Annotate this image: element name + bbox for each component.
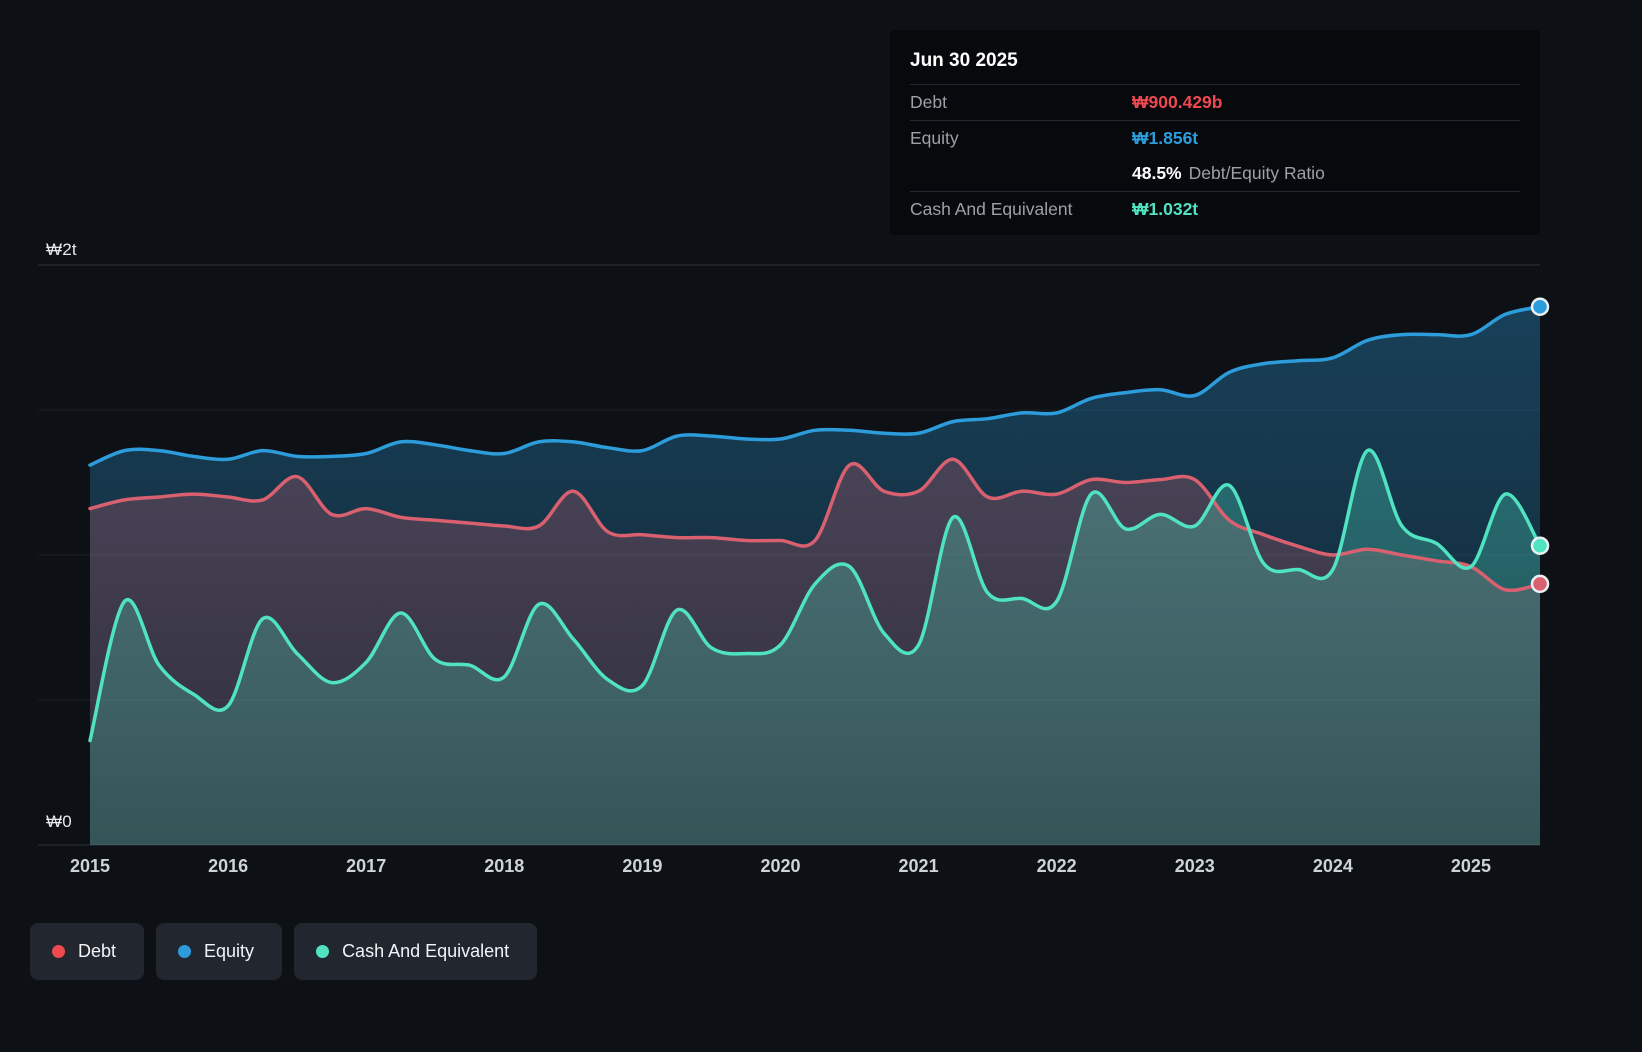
tooltip-debt-label: Debt	[910, 92, 947, 112]
x-tick-2025: 2025	[1450, 856, 1491, 876]
cash-legend-dot	[316, 945, 330, 958]
x-tick-2016: 2016	[208, 856, 249, 876]
x-tick-2021: 2021	[898, 856, 939, 876]
x-tick-2018: 2018	[484, 856, 525, 876]
debt-end-dot	[1530, 574, 1550, 594]
legend-label-equity: Equity	[204, 941, 255, 961]
tooltip-date: Jun 30 2025	[910, 42, 1520, 85]
x-tick-2019: 2019	[622, 856, 663, 876]
x-tick-2017: 2017	[346, 856, 387, 876]
legend-label-debt: Debt	[78, 941, 117, 961]
cash-line	[88, 448, 1542, 743]
tooltip-cash-label: Cash And Equivalent	[910, 199, 1073, 219]
tooltip-row-debt: Debt ₩900.429b	[910, 85, 1520, 120]
tooltip-row-equity: Equity ₩1.856t	[910, 120, 1520, 156]
x-tick-2022: 2022	[1036, 856, 1077, 876]
legend-item-debt[interactable]: Debt	[30, 923, 145, 980]
legend-label-cash: Cash And Equivalent	[342, 941, 510, 961]
legend-item-equity[interactable]: Equity	[156, 923, 283, 980]
y-axis-label-top: ₩2t	[46, 240, 77, 259]
x-tick-2024: 2024	[1312, 856, 1353, 876]
tooltip-equity-label: Equity	[910, 128, 959, 148]
equity-legend-dot	[178, 945, 192, 958]
debt-legend-dot	[52, 945, 65, 958]
tooltip-ratio-value: 48.5% Debt/Equity Ratio	[1132, 163, 1325, 184]
equity-line	[88, 305, 1542, 467]
x-tick-2020: 2020	[760, 856, 801, 876]
legend-item-cash[interactable]: Cash And Equivalent	[294, 923, 538, 980]
x-axis: 2015 2016 2017 2018 2019 2020 2021 2022 2023 2024…	[0, 856, 1642, 886]
debt-line	[88, 457, 1542, 593]
tooltip-row-cash: Cash And Equivalent ₩1.032t	[910, 191, 1520, 227]
tooltip-ratio-percent: 48.5%	[1132, 163, 1182, 183]
tooltip-row-ratio: 48.5% Debt/Equity Ratio	[910, 156, 1520, 191]
tooltip-cash-value: ₩1.032t	[1132, 199, 1199, 219]
legend: Debt Equity Cash And Equivalent	[30, 923, 538, 980]
tooltip-debt-value: ₩900.429b	[1132, 92, 1223, 112]
y-axis-label-bottom: ₩0	[46, 812, 72, 831]
x-tick-2015: 2015	[69, 856, 111, 876]
tooltip-panel: Jun 30 2025 Debt ₩900.429b Equity ₩1.856…	[890, 30, 1540, 235]
tooltip-equity-value: ₩1.856t	[1132, 128, 1199, 148]
cash-end-dot	[1530, 536, 1550, 555]
x-tick-2023: 2023	[1174, 856, 1215, 876]
cash-area	[90, 450, 1540, 845]
tooltip-ratio-text: Debt/Equity Ratio	[1188, 163, 1325, 183]
equity-end-dot	[1530, 297, 1550, 317]
